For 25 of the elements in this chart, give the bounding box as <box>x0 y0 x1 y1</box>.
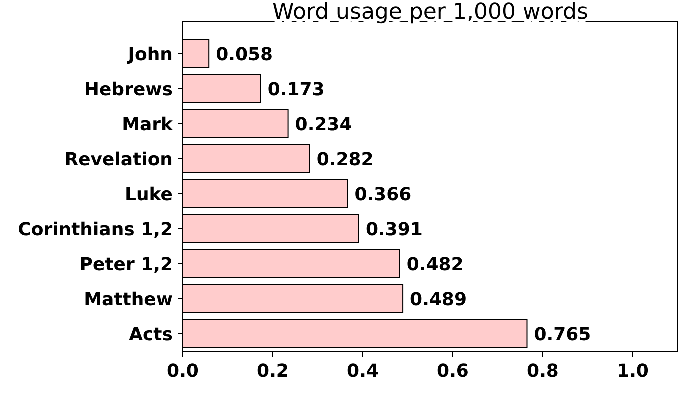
y-tick-label: Hebrews <box>84 79 173 100</box>
text: 0.0 <box>167 361 199 382</box>
data-label: 0.058 <box>216 44 274 66</box>
data-label: 0.173 <box>268 79 325 100</box>
text: 0.8 <box>527 361 559 382</box>
data-label: 0.391 <box>366 219 423 240</box>
y-tick-label: John <box>126 44 173 66</box>
data-label: 0.282 <box>316 149 374 170</box>
text: 0.6 <box>437 361 469 382</box>
text: 0.4 <box>347 361 379 382</box>
y-tick-label: Revelation <box>64 149 173 170</box>
data-label: 0.489 <box>410 289 467 310</box>
data-label: 0.765 <box>534 324 592 346</box>
y-tick-label: Acts <box>129 324 173 346</box>
y-tick-label: Peter 1,2 <box>80 254 173 276</box>
y-tick-label: Corinthians 1,2 <box>18 219 173 240</box>
y-tick-label: Mark <box>122 114 174 136</box>
text: 0.2 <box>257 361 289 382</box>
chart-title: Word usage per 1,000 words <box>272 0 588 25</box>
y-tick-label: Luke <box>125 184 173 206</box>
data-label: 0.366 <box>354 184 412 206</box>
text: 1.0 <box>617 361 649 382</box>
data-label: 0.234 <box>295 114 352 136</box>
data-label: 0.482 <box>406 254 464 276</box>
y-tick-label: Matthew <box>84 289 173 310</box>
